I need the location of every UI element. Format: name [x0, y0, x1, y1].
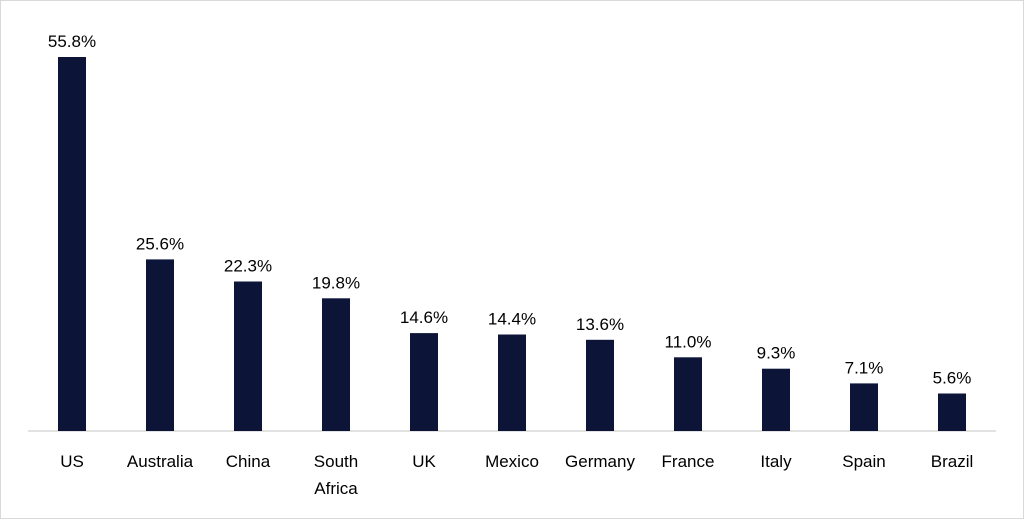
- bar-france: [674, 357, 702, 431]
- value-labels-group: 55.8% 25.6% 22.3% 19.8% 14.6% 14.4% 13.6% 11.0%…: [48, 32, 971, 388]
- value-label: 14.6%: [400, 308, 448, 327]
- category-label: Brazil: [931, 452, 974, 471]
- bars-group: [58, 57, 966, 431]
- bar-brazil: [938, 393, 966, 431]
- category-label: US: [60, 452, 84, 471]
- bar-germany: [586, 339, 614, 431]
- value-label: 25.6%: [136, 234, 184, 253]
- bar-us: [58, 57, 86, 431]
- bar-australia: [146, 259, 174, 431]
- category-label: Germany: [565, 452, 635, 471]
- bar-italy: [762, 368, 790, 431]
- category-label: Spain: [842, 452, 885, 471]
- category-label: Italy: [760, 452, 792, 471]
- value-label: 19.8%: [312, 273, 360, 292]
- value-label: 22.3%: [224, 257, 272, 276]
- bar-uk: [410, 333, 438, 431]
- category-label: China: [226, 452, 271, 471]
- category-label: Mexico: [485, 452, 539, 471]
- value-label: 9.3%: [757, 344, 796, 363]
- category-label: France: [662, 452, 715, 471]
- bar-mexico: [498, 334, 526, 431]
- category-label: Australia: [127, 452, 194, 471]
- value-label: 7.1%: [845, 358, 884, 377]
- bar-spain: [850, 383, 878, 431]
- value-label: 13.6%: [576, 315, 624, 334]
- category-label: UK: [412, 452, 436, 471]
- value-label: 55.8%: [48, 32, 96, 51]
- category-label: South Africa: [314, 452, 358, 498]
- bar-south-africa: [322, 298, 350, 431]
- value-label: 5.6%: [933, 369, 972, 388]
- category-labels-group: US Australia China South Africa UK Mexico Germa…: [60, 452, 973, 498]
- value-label: 11.0%: [665, 332, 712, 351]
- bar-china: [234, 281, 262, 431]
- value-label: 14.4%: [488, 310, 536, 329]
